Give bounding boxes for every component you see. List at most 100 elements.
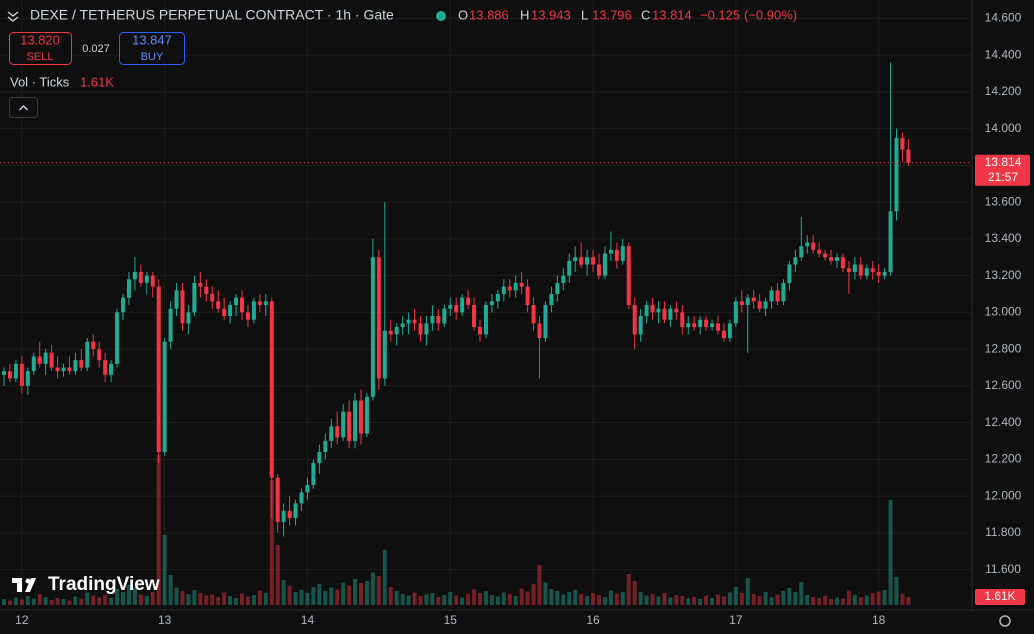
volume-bar bbox=[305, 593, 310, 605]
candle-body bbox=[186, 312, 191, 324]
candle-body bbox=[823, 253, 828, 258]
sell-label[interactable]: SELL bbox=[27, 51, 54, 63]
candle-body bbox=[61, 367, 66, 372]
candle-body bbox=[31, 356, 36, 372]
volume-bar bbox=[121, 592, 125, 605]
volume-bar bbox=[43, 597, 48, 605]
candle-body bbox=[870, 268, 875, 272]
candle-body bbox=[472, 305, 477, 328]
volume-tag-label: 1.61K bbox=[984, 589, 1015, 603]
volume-bar bbox=[656, 596, 661, 605]
candle-body bbox=[632, 305, 637, 335]
volume-bar bbox=[620, 592, 625, 605]
volume-bar bbox=[840, 598, 845, 605]
candle-body bbox=[686, 323, 691, 328]
candle-body bbox=[597, 264, 601, 276]
volume-bar bbox=[198, 593, 203, 605]
volume-bar bbox=[388, 587, 393, 605]
candle-body bbox=[317, 451, 322, 464]
volume-bar bbox=[787, 588, 792, 605]
volume-bar bbox=[757, 596, 762, 605]
volume-bar bbox=[287, 586, 292, 605]
candle-body bbox=[174, 290, 179, 309]
settings-icon[interactable] bbox=[999, 615, 1011, 627]
candle-body bbox=[602, 253, 607, 276]
candle-body bbox=[79, 360, 84, 368]
candle-body bbox=[73, 360, 78, 372]
buy-button[interactable] bbox=[119, 32, 185, 65]
volume-bar bbox=[888, 500, 893, 605]
candle-body bbox=[483, 305, 488, 335]
volume-bar bbox=[234, 598, 239, 605]
candle-body bbox=[275, 477, 280, 522]
sell-button[interactable] bbox=[9, 32, 72, 65]
buy-price[interactable]: 13.847 bbox=[132, 32, 172, 47]
volume-bar bbox=[829, 599, 834, 605]
volume-bar bbox=[668, 597, 673, 605]
buy-label[interactable]: BUY bbox=[141, 51, 164, 63]
ohlc-letter: C bbox=[641, 7, 650, 22]
x-tick-label: 14 bbox=[301, 613, 315, 627]
y-tick-label: 13.200 bbox=[985, 268, 1022, 282]
volume-bar bbox=[573, 590, 578, 605]
volume-bar bbox=[716, 594, 720, 605]
volume-bar bbox=[85, 592, 90, 605]
volume-bar bbox=[269, 480, 274, 605]
watermark: TradingView bbox=[48, 574, 160, 595]
sell-price[interactable]: 13.820 bbox=[20, 32, 60, 47]
volume-bar bbox=[644, 595, 649, 605]
volume-bar bbox=[61, 599, 66, 605]
ohlc-value: 13.814 bbox=[652, 7, 692, 22]
volume-bar bbox=[222, 592, 227, 605]
volume-bar bbox=[900, 594, 905, 605]
volume-bar bbox=[686, 598, 691, 605]
volume-bar bbox=[406, 595, 411, 605]
volume-bar bbox=[882, 590, 887, 605]
volume-bar bbox=[466, 594, 471, 605]
candle-body bbox=[858, 264, 863, 276]
candle-body bbox=[121, 297, 125, 313]
volume-bar bbox=[376, 576, 381, 605]
volume-bar bbox=[478, 593, 482, 605]
volume-bar bbox=[323, 591, 328, 605]
volume-bar bbox=[710, 598, 715, 605]
volume-bar bbox=[257, 590, 262, 605]
volume-bar bbox=[240, 593, 244, 605]
candle-body bbox=[335, 426, 340, 438]
candle-body bbox=[138, 271, 143, 283]
candle-body bbox=[549, 293, 554, 305]
candle-body bbox=[448, 305, 453, 309]
volume-bar bbox=[317, 584, 322, 605]
volume-bar bbox=[144, 596, 149, 605]
volume-bar bbox=[531, 584, 536, 605]
volume-bar bbox=[495, 596, 500, 605]
candle-body bbox=[103, 360, 108, 375]
volume-bar bbox=[704, 595, 709, 605]
candle-body bbox=[228, 305, 233, 317]
volume-bar bbox=[138, 594, 143, 605]
volume-bar bbox=[626, 574, 631, 605]
volume-bar bbox=[299, 590, 304, 605]
candle-body bbox=[811, 242, 816, 250]
volume-bar bbox=[858, 597, 863, 605]
candle-body bbox=[751, 297, 756, 302]
candle-body bbox=[507, 286, 512, 291]
candle-body bbox=[846, 268, 851, 272]
y-tick-label: 13.400 bbox=[985, 231, 1022, 245]
candle-body bbox=[25, 371, 30, 386]
y-tick-label: 11.800 bbox=[985, 525, 1021, 539]
candle-body bbox=[537, 323, 542, 339]
candle-body bbox=[519, 282, 524, 287]
volume-bar bbox=[55, 598, 60, 605]
collapse-button[interactable] bbox=[9, 97, 38, 118]
spread: 0.027 bbox=[82, 43, 110, 55]
volume-bar bbox=[400, 594, 405, 605]
volume-bar bbox=[579, 594, 584, 605]
candle-body bbox=[656, 308, 661, 313]
countdown: 21:57 bbox=[988, 170, 1018, 184]
volume-bar bbox=[430, 593, 435, 605]
volume-bar bbox=[650, 594, 655, 605]
candle-body bbox=[466, 297, 471, 305]
candle-body bbox=[769, 290, 774, 302]
volume-bar bbox=[251, 595, 256, 605]
